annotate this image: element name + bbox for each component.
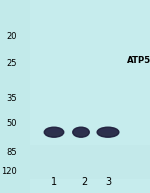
Text: ATP5S: ATP5S [127,56,150,65]
Ellipse shape [73,127,89,137]
Bar [30,145,150,179]
Text: 1: 1 [51,177,57,187]
Text: 50: 50 [7,119,17,128]
Ellipse shape [100,130,116,132]
Text: 25: 25 [7,59,17,68]
Text: 2: 2 [81,177,87,187]
Ellipse shape [47,130,61,132]
Text: 85: 85 [7,148,17,157]
Text: 120: 120 [2,167,17,176]
Text: 35: 35 [7,94,17,103]
Ellipse shape [75,130,87,132]
Text: 20: 20 [7,32,17,41]
Ellipse shape [97,127,119,137]
Text: 3: 3 [105,177,111,187]
Bar [30,0,150,193]
Ellipse shape [44,127,64,137]
